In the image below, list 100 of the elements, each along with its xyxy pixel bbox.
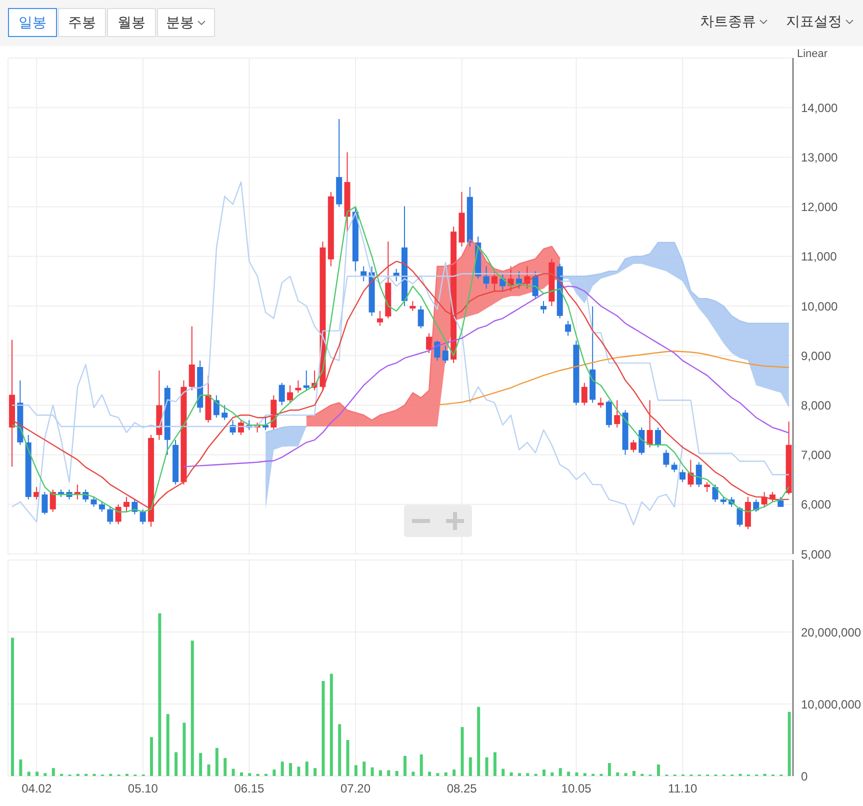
text: 주봉 [68, 14, 96, 32]
bar [485, 757, 488, 776]
y-tick-label: 6,000 [801, 498, 832, 512]
candlestick [278, 382, 285, 406]
bar [354, 765, 358, 776]
line-series [436, 350, 790, 406]
y-tick-label: 0 [801, 769, 808, 784]
y-tick-label: 9,000 [801, 348, 832, 363]
candlestick [222, 404, 228, 421]
y-tick-label: 13,000 [801, 150, 838, 164]
candlestick [287, 384, 294, 404]
bar [19, 759, 22, 776]
y-tick-label: 10,000,000 [801, 697, 862, 712]
text: 분봉 [166, 14, 194, 32]
bar [215, 748, 218, 776]
bar [412, 772, 415, 776]
y-tick-label: 8,000 [801, 398, 832, 412]
bar [510, 772, 513, 776]
bar [493, 752, 496, 776]
candlestick [565, 320, 572, 336]
bar [52, 768, 55, 776]
candlestick [606, 400, 612, 428]
bar [346, 740, 350, 776]
candlestick [680, 469, 686, 483]
bar [232, 768, 235, 776]
x-tick-label: 08.25 [446, 782, 478, 796]
bar [182, 722, 186, 776]
candlestick [671, 462, 678, 473]
candlestick [238, 420, 244, 436]
candlestick [761, 492, 768, 508]
candlestick [410, 300, 416, 312]
y-tick-label: 7,000 [801, 448, 832, 462]
bar [248, 773, 252, 776]
candlestick [540, 300, 547, 314]
candlestick [434, 340, 440, 362]
bar [314, 768, 317, 776]
candlestick [426, 332, 432, 354]
candlestick [646, 400, 653, 448]
candlestick [663, 449, 670, 468]
bar [199, 752, 202, 776]
bar [616, 772, 620, 776]
bar [272, 770, 276, 776]
candlestick [376, 310, 383, 326]
bar [378, 770, 382, 776]
bar [428, 772, 432, 776]
bar [444, 772, 448, 776]
bar [477, 706, 480, 776]
bar [362, 762, 366, 776]
x-tick-label: 04.02 [22, 782, 52, 796]
bar [526, 773, 530, 776]
x-tick-label: 10.05 [561, 782, 592, 796]
bar [240, 772, 243, 776]
candlestick [483, 266, 490, 290]
bar [224, 758, 227, 776]
bar [207, 764, 210, 776]
bar [468, 757, 472, 776]
candlestick [50, 489, 56, 512]
candlestick [90, 496, 97, 508]
candlestick [42, 492, 48, 515]
candlestick [516, 270, 522, 290]
bar [788, 712, 791, 776]
bar [36, 772, 39, 776]
candlestick [704, 482, 710, 492]
candlestick [598, 397, 604, 408]
bar [656, 764, 660, 776]
bar [289, 763, 292, 776]
bar [322, 680, 325, 776]
candlestick [295, 380, 302, 394]
bar [550, 772, 554, 776]
candlestick [614, 400, 620, 428]
text: 일봉 [18, 14, 46, 32]
line-series [183, 286, 790, 468]
bar [44, 773, 47, 776]
bar [11, 638, 14, 776]
bar [583, 773, 586, 776]
bar [330, 674, 333, 776]
candlestick [123, 496, 130, 512]
candlestick [303, 370, 310, 391]
text: 월봉 [118, 14, 146, 32]
bar [542, 770, 546, 776]
y-tick-label: 5,000 [801, 547, 832, 562]
bar [502, 768, 505, 776]
bar [404, 756, 406, 776]
candlestick [115, 504, 122, 525]
x-tick-label: 07.20 [340, 782, 371, 796]
candlestick [712, 484, 718, 502]
candlestick [98, 501, 105, 512]
candlestick [140, 508, 146, 525]
bar [460, 727, 464, 776]
bar [420, 754, 423, 776]
candlestick [188, 326, 195, 391]
candlestick [107, 506, 114, 525]
bar [305, 762, 308, 776]
candlestick [638, 427, 645, 456]
bar [338, 724, 342, 776]
bar [280, 762, 284, 776]
candlestick [688, 459, 694, 488]
candlestick [581, 382, 588, 406]
bar [608, 763, 611, 776]
bar [174, 752, 178, 776]
